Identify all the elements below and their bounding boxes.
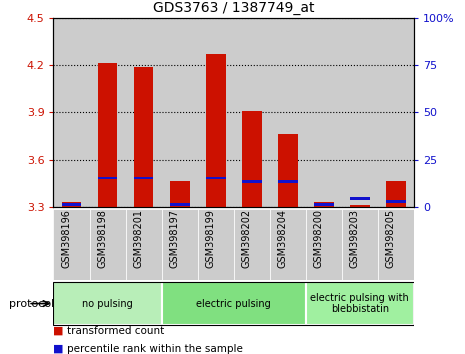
Text: GSM398200: GSM398200 — [314, 209, 324, 268]
Bar — [378, 209, 414, 280]
Bar — [61, 201, 81, 207]
Bar — [242, 111, 262, 207]
Bar — [61, 204, 81, 206]
Bar — [53, 18, 89, 207]
Text: ■: ■ — [53, 326, 64, 336]
Bar — [133, 67, 153, 207]
Text: GSM398196: GSM398196 — [61, 209, 72, 268]
Text: GSM398205: GSM398205 — [386, 209, 396, 268]
Text: GSM398202: GSM398202 — [242, 209, 252, 268]
Bar — [350, 197, 370, 200]
Text: protocol: protocol — [9, 299, 54, 309]
Text: GSM398203: GSM398203 — [350, 209, 360, 268]
Text: no pulsing: no pulsing — [82, 298, 133, 309]
Bar — [270, 209, 306, 280]
Bar — [206, 177, 226, 179]
Text: GSM398199: GSM398199 — [206, 209, 216, 268]
Bar — [162, 282, 306, 325]
Bar — [233, 18, 270, 207]
Bar — [162, 209, 198, 280]
Text: percentile rank within the sample: percentile rank within the sample — [67, 344, 243, 354]
Bar — [234, 209, 270, 280]
Bar — [206, 54, 226, 207]
Bar — [306, 18, 342, 207]
Text: electric pulsing with
blebbistatin: electric pulsing with blebbistatin — [311, 293, 409, 314]
Bar — [242, 180, 262, 183]
Bar — [386, 200, 406, 203]
Bar — [306, 282, 414, 325]
Bar — [386, 181, 406, 207]
Text: ■: ■ — [53, 344, 64, 354]
Title: GDS3763 / 1387749_at: GDS3763 / 1387749_at — [153, 1, 314, 15]
Bar — [270, 18, 306, 207]
Bar — [126, 18, 161, 207]
Bar — [278, 134, 298, 207]
Bar — [89, 18, 126, 207]
Bar — [53, 282, 162, 325]
Bar — [53, 209, 89, 280]
Bar — [342, 209, 378, 280]
Bar — [306, 209, 342, 280]
Bar — [198, 209, 233, 280]
Text: electric pulsing: electric pulsing — [196, 298, 271, 309]
Bar — [198, 18, 233, 207]
Bar — [278, 180, 298, 183]
Bar — [161, 18, 198, 207]
Bar — [170, 181, 190, 207]
Text: GSM398204: GSM398204 — [278, 209, 288, 268]
Bar — [314, 204, 334, 206]
Bar — [314, 201, 334, 207]
Bar — [98, 177, 118, 179]
Bar — [126, 209, 162, 280]
Bar — [133, 177, 153, 179]
Bar — [342, 18, 378, 207]
Text: GSM398198: GSM398198 — [98, 209, 107, 268]
Bar — [89, 209, 126, 280]
Text: GSM398197: GSM398197 — [170, 209, 179, 268]
Text: transformed count: transformed count — [67, 326, 165, 336]
Text: GSM398201: GSM398201 — [133, 209, 144, 268]
Bar — [378, 18, 414, 207]
Bar — [98, 63, 118, 207]
Bar — [170, 203, 190, 206]
Bar — [350, 205, 370, 207]
